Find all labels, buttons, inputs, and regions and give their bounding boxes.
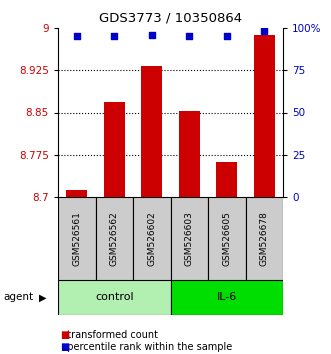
Bar	[246, 197, 283, 280]
Text: GSM526678: GSM526678	[260, 211, 269, 266]
Text: GSM526562: GSM526562	[110, 211, 119, 266]
Bar	[254, 35, 274, 197]
Point	[261, 29, 267, 34]
Text: GSM526605: GSM526605	[222, 211, 231, 266]
Text: GSM526561: GSM526561	[72, 211, 81, 266]
Bar	[96, 197, 133, 280]
Point	[112, 34, 117, 39]
Bar	[216, 162, 237, 197]
Bar	[67, 190, 87, 197]
Point	[149, 32, 154, 38]
Text: IL-6: IL-6	[216, 292, 237, 303]
Point	[74, 34, 79, 39]
Bar	[208, 197, 246, 280]
Text: ▶: ▶	[39, 292, 47, 303]
Bar	[179, 111, 200, 197]
Bar	[133, 197, 170, 280]
Text: transformed count: transformed count	[61, 330, 158, 339]
Point	[224, 34, 229, 39]
Text: GSM526603: GSM526603	[185, 211, 194, 266]
Bar	[170, 197, 208, 280]
Text: ■: ■	[60, 342, 69, 352]
Text: ■: ■	[60, 330, 69, 339]
Bar	[170, 280, 283, 315]
Bar	[141, 66, 162, 197]
Text: agent: agent	[3, 292, 33, 303]
Title: GDS3773 / 10350864: GDS3773 / 10350864	[99, 11, 242, 24]
Point	[187, 34, 192, 39]
Bar	[58, 197, 96, 280]
Bar	[58, 280, 170, 315]
Text: GSM526602: GSM526602	[147, 211, 156, 266]
Text: percentile rank within the sample: percentile rank within the sample	[61, 342, 233, 352]
Bar	[104, 102, 124, 197]
Text: control: control	[95, 292, 134, 303]
